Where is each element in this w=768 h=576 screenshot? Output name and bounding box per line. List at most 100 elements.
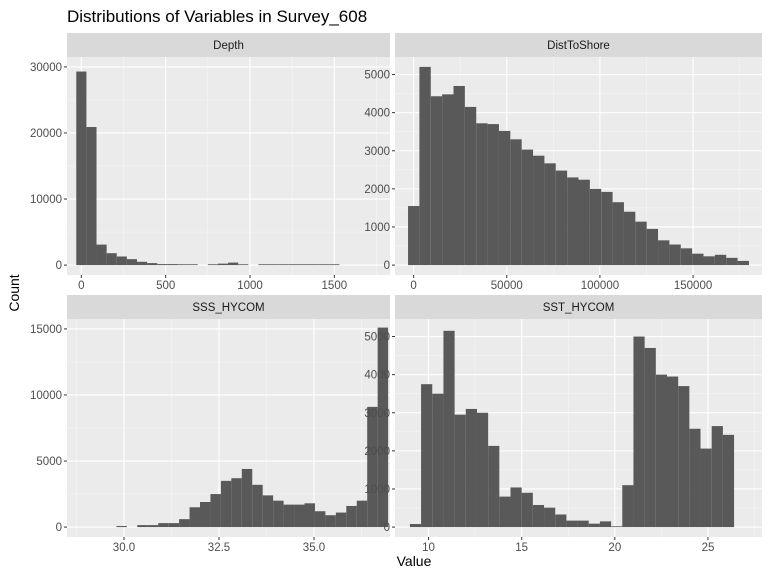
- histogram-bar: [454, 414, 466, 528]
- y-tick-label: 4000: [364, 108, 390, 120]
- histogram-bar: [314, 511, 326, 528]
- histogram-bar: [157, 264, 168, 266]
- histogram-bar: [476, 412, 489, 528]
- histogram-bar: [599, 521, 612, 528]
- histogram-bar: [689, 428, 701, 528]
- chart-title: Distributions of Variables in Survey_608: [67, 7, 367, 26]
- facet-strip-label: DistToShore: [547, 40, 610, 52]
- histogram-bar: [578, 179, 590, 266]
- x-tick-label: 0: [410, 280, 416, 292]
- histogram-bar: [273, 500, 284, 528]
- y-tick-label: 5000: [364, 332, 390, 344]
- histogram-bar: [498, 130, 511, 266]
- y-tick-label: 0: [56, 522, 62, 534]
- histogram-bar: [356, 500, 368, 528]
- histogram-bar: [238, 264, 249, 266]
- histogram-bar: [207, 264, 218, 266]
- histogram-bar: [147, 525, 159, 528]
- histogram-bar: [521, 492, 533, 528]
- histogram-bar: [544, 507, 556, 528]
- histogram-bar: [737, 260, 749, 266]
- y-tick-label: 3000: [364, 408, 390, 420]
- x-tick-label: 100000: [581, 280, 619, 292]
- histogram-bar: [220, 480, 232, 528]
- histogram-bar: [635, 221, 647, 266]
- y-tick-label: 20000: [30, 128, 62, 140]
- histogram-bar: [252, 484, 263, 528]
- x-tick-label: 15: [515, 542, 528, 554]
- facet-strip: [395, 295, 762, 319]
- x-tick-label: 150000: [674, 280, 712, 292]
- histogram-bar: [147, 263, 158, 266]
- y-tick-label: 10000: [30, 194, 62, 206]
- y-tick-label: 4000: [364, 370, 390, 382]
- histogram-bar: [258, 264, 269, 266]
- histogram-bar: [177, 264, 188, 266]
- histogram-bar: [158, 523, 169, 528]
- histogram-bar: [200, 501, 211, 528]
- histogram-bar: [116, 256, 127, 266]
- histogram-bar: [210, 494, 221, 528]
- y-tick-label: 1000: [364, 222, 390, 234]
- histogram-bar: [335, 512, 347, 528]
- histogram-bar: [268, 264, 279, 266]
- histogram-bar: [722, 434, 735, 528]
- histogram-bar: [377, 327, 389, 528]
- histogram-bar: [567, 177, 579, 266]
- histogram-bar: [319, 264, 330, 266]
- y-tick-label: 2000: [364, 446, 390, 458]
- histogram-bar: [566, 520, 578, 528]
- histogram-bar: [231, 478, 242, 528]
- histogram-bar: [633, 336, 645, 528]
- histogram-bar: [86, 127, 97, 266]
- facet-sst-hycom: SST_HYCOM 10 15 20 25 0 1000 2000 3000 4000 5000: [364, 295, 762, 554]
- histogram-bar: [589, 188, 602, 266]
- y-tick-label: 30000: [30, 62, 62, 74]
- histogram-bar: [409, 524, 422, 528]
- histogram-bar: [241, 468, 253, 528]
- histogram-bar: [464, 106, 477, 266]
- histogram-bar: [623, 211, 636, 266]
- histogram-bar: [288, 264, 299, 266]
- histogram-bar: [408, 206, 420, 266]
- histogram-bar: [622, 485, 634, 528]
- x-tick-label: 0: [78, 280, 84, 292]
- histogram-bar: [168, 523, 180, 528]
- histogram-bar: [655, 374, 667, 528]
- histogram-bar: [96, 244, 107, 266]
- histogram-bar: [442, 94, 454, 266]
- histogram-bar: [189, 507, 200, 528]
- histogram-bar: [644, 347, 656, 528]
- histogram-bar: [726, 257, 738, 266]
- histogram-bar: [325, 515, 336, 528]
- facet-disttoshore: DistToShore 0 50000 100000 150000 0 1000 2000 30…: [364, 33, 762, 292]
- histogram-bar: [304, 503, 315, 528]
- x-tick-label: 50000: [491, 280, 523, 292]
- histogram-bar: [532, 504, 545, 528]
- histogram-bar: [419, 66, 431, 266]
- histogram-bar: [294, 504, 305, 528]
- y-tick-label: 3000: [364, 146, 390, 158]
- histogram-bar: [510, 487, 522, 528]
- histogram-bar: [680, 248, 693, 266]
- x-tick-label: 500: [156, 280, 175, 292]
- facet-strip: [395, 33, 762, 57]
- histogram-bar: [443, 330, 455, 528]
- histogram-bar: [116, 526, 127, 528]
- histogram-bar: [278, 264, 289, 266]
- x-tick-label: 25: [702, 542, 715, 554]
- histogram-bar: [465, 408, 477, 528]
- histogram-bar: [137, 261, 148, 266]
- y-axis-title: Count: [6, 274, 22, 311]
- histogram-bar: [179, 519, 190, 528]
- histogram-bar: [262, 495, 274, 528]
- histogram-bar: [453, 85, 465, 266]
- histogram-bar: [588, 523, 600, 528]
- y-tick-label: 5000: [36, 456, 62, 468]
- x-tick-label: 30.0: [113, 542, 135, 554]
- y-tick-label: 0: [384, 260, 390, 272]
- histogram-bar: [430, 96, 443, 266]
- y-tick-label: 0: [384, 522, 390, 534]
- histogram-bar: [329, 264, 340, 266]
